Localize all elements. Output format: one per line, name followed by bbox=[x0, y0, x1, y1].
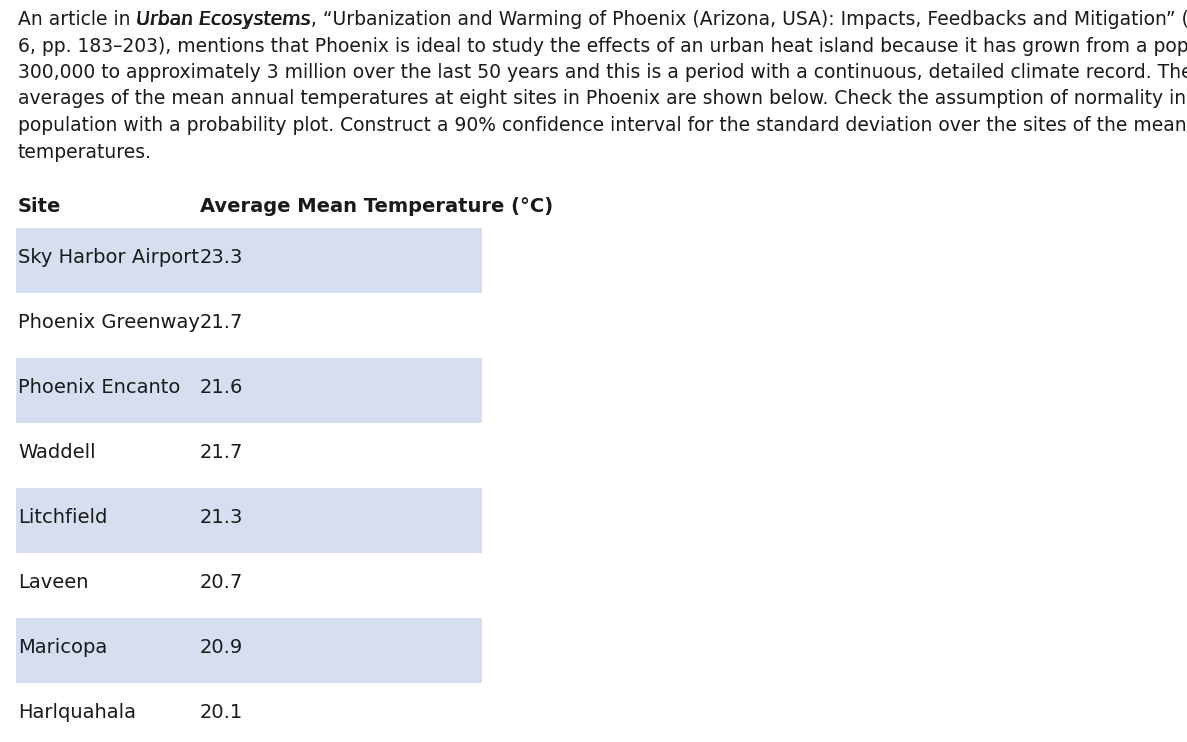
Text: Waddell: Waddell bbox=[18, 443, 96, 462]
Text: 20.1: 20.1 bbox=[199, 703, 243, 722]
Text: Laveen: Laveen bbox=[18, 573, 89, 592]
Text: averages of the mean annual temperatures at eight sites in Phoenix are shown bel: averages of the mean annual temperatures… bbox=[18, 90, 1187, 108]
Text: 21.6: 21.6 bbox=[199, 378, 243, 397]
Text: 20.9: 20.9 bbox=[199, 638, 243, 657]
Text: Harlquahala: Harlquahala bbox=[18, 703, 137, 722]
Text: 21.7: 21.7 bbox=[199, 443, 243, 462]
Text: Sky Harbor Airport: Sky Harbor Airport bbox=[18, 248, 199, 267]
Polygon shape bbox=[15, 618, 482, 683]
Text: Litchfield: Litchfield bbox=[18, 508, 107, 527]
Text: population with a probability plot. Construct a 90% confidence interval for the : population with a probability plot. Cons… bbox=[18, 116, 1187, 135]
Text: 21.3: 21.3 bbox=[199, 508, 243, 527]
Text: 21.7: 21.7 bbox=[199, 313, 243, 332]
Polygon shape bbox=[15, 488, 482, 553]
Text: temperatures.: temperatures. bbox=[18, 142, 152, 162]
Text: 23.3: 23.3 bbox=[199, 248, 243, 267]
Polygon shape bbox=[15, 358, 482, 423]
Text: Maricopa: Maricopa bbox=[18, 638, 107, 657]
Text: Phoenix Greenway: Phoenix Greenway bbox=[18, 313, 199, 332]
Text: 300,000 to approximately 3 million over the last 50 years and this is a period w: 300,000 to approximately 3 million over … bbox=[18, 63, 1187, 82]
Text: Site: Site bbox=[18, 197, 62, 216]
Text: 20.7: 20.7 bbox=[199, 573, 243, 592]
Text: Urban Ecosystems: Urban Ecosystems bbox=[137, 10, 310, 29]
Polygon shape bbox=[15, 228, 482, 293]
Text: An article in Urban Ecosystems, “Urbanization and Warming of Phoenix (Arizona, U: An article in Urban Ecosystems, “Urbaniz… bbox=[18, 10, 1187, 29]
Text: 6, pp. 183–203), mentions that Phoenix is ideal to study the effects of an urban: 6, pp. 183–203), mentions that Phoenix i… bbox=[18, 36, 1187, 56]
Text: Phoenix Encanto: Phoenix Encanto bbox=[18, 378, 180, 397]
Text: Average Mean Temperature (°C): Average Mean Temperature (°C) bbox=[199, 197, 553, 216]
